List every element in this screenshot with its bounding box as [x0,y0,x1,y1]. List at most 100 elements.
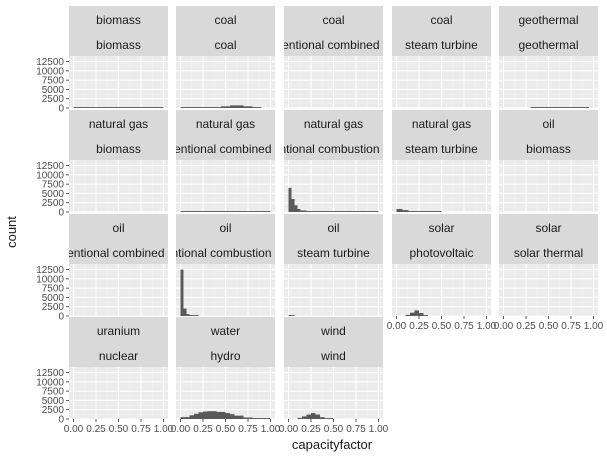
y-tick-label: 2500 [42,302,65,313]
x-tick-label: 0.25 [301,424,321,435]
facet-panel: natural gas conventional combustion turbi… [247,110,419,213]
histogram-bar [198,412,203,419]
histogram-bar [180,211,271,212]
facet-strip-label-secondary: conventional combined cycle [42,246,196,260]
facet-strip-label-secondary: steam turbine [405,142,478,156]
histogram-bar [405,314,410,316]
y-tick-label: 2500 [42,198,65,209]
facet-strip-label-primary: coal [430,13,452,27]
facet-strip [176,110,275,160]
facet-strip-label-secondary: conventional combustion turbine [139,246,311,260]
histogram-bar [297,209,301,212]
y-tick-label: 10000 [36,170,64,181]
histogram-bar [230,105,244,108]
x-axis-title: capacityfactor [292,437,373,452]
histogram-bar [189,315,199,316]
histogram-bar [180,417,190,419]
facet-strip-label-secondary: conventional combined cycle [257,38,411,52]
facet-strip [284,110,383,160]
facet-strip-label-secondary: conventional combustion turbine [247,142,419,156]
histogram-bar [207,107,221,108]
y-tick-label: 7500 [42,387,65,398]
y-tick-label: 10000 [36,66,64,77]
y-tick-label: 5000 [42,85,65,96]
facet-strip-label-secondary: nuclear [99,349,138,363]
facet-panel: natural gas conventional combined cycle [176,110,275,213]
facet-panel: oil conventional combustion turbine [139,214,311,317]
facet-strip-label-primary: oil [112,221,124,235]
facet-strip-label-primary: wind [320,324,346,338]
histogram-bar [288,315,295,316]
x-tick-label: 1.00 [584,321,604,332]
y-tick-label: 12500 [36,161,64,172]
facet-strip-label-secondary: biomass [96,38,141,52]
facet-strip [284,317,383,367]
x-tick-label: 0.25 [409,321,429,332]
histogram-bar [203,411,208,419]
x-tick-label: 1.00 [261,424,281,435]
facet-panel: natural gas biomass 0250050007500100001250… [36,110,168,219]
facet-strip [499,214,598,264]
facet-strip-label-primary: biomass [96,13,141,27]
x-tick-label: 0.75 [238,424,258,435]
histogram-bar [315,211,343,212]
histogram-bar [180,269,184,316]
facet-strip [499,6,598,56]
x-tick-label: 0.75 [131,424,151,435]
y-tick-label: 0 [58,312,64,323]
y-tick-label: 12500 [36,265,64,276]
facet-strip-label-primary: coal [322,13,344,27]
x-tick-label: 1.00 [477,321,497,332]
y-tick-label: 0 [58,415,64,426]
facet-strip-label-secondary: hydro [210,349,240,363]
y-tick-label: 10000 [36,377,64,388]
facet-panel: oil conventional combined cycle 0250050007… [36,214,196,323]
facet-panel: water hydro 0.00 0.25 0.50 0.75 1.00 [171,317,281,435]
histogram-bar [189,415,194,419]
facet-strip-label-secondary: geothermal [518,38,578,52]
facet-strip [69,6,168,56]
facet-strip [392,6,491,56]
facet-strip [69,317,168,367]
x-tick-label: 0.00 [494,321,514,332]
histogram-bar [225,413,230,419]
y-tick-label: 2500 [42,405,65,416]
histogram-bar [302,416,307,419]
histogram-bar [186,314,190,316]
y-tick-label: 12500 [36,57,64,68]
facet-strip-label-secondary: photovoltaic [409,246,473,260]
facet-strip-label-secondary: steam turbine [405,38,478,52]
histogram-bar [180,107,208,108]
facet-panel: coal steam turbine [392,6,491,109]
histogram-bar [194,413,199,419]
facet-panel: wind wind 0.00 0.25 0.50 0.75 1.00 [279,317,389,435]
histogram-bar [530,107,589,108]
histogram-bar [342,211,379,212]
x-tick-label: 0.00 [64,424,84,435]
x-tick-label: 0.25 [86,424,106,435]
histogram-bar [306,414,311,419]
facet-strip [284,6,383,56]
histogram-bar [423,315,428,316]
x-tick-label: 0.25 [193,424,213,435]
histogram-bar [408,211,415,212]
facet-strip [176,317,275,367]
facet-strip-label-primary: water [210,324,240,338]
facet-strip [392,214,491,264]
x-tick-label: 0.50 [216,424,236,435]
x-tick-label: 0.75 [561,321,581,332]
x-tick-label: 0.75 [454,321,474,332]
facet-strip-label-primary: coal [214,13,236,27]
histogram-bar [419,313,424,316]
x-tick-label: 0.25 [516,321,536,332]
facet-strip [69,214,168,264]
facet-strip [284,214,383,264]
histogram-bar [311,413,316,419]
facet-strip [69,110,168,160]
histogram-bar [414,211,442,212]
y-tick-label: 0 [58,208,64,219]
facet-strip-label-primary: oil [327,221,339,235]
y-tick-label: 2500 [42,94,65,105]
y-tick-label: 0 [58,104,64,115]
